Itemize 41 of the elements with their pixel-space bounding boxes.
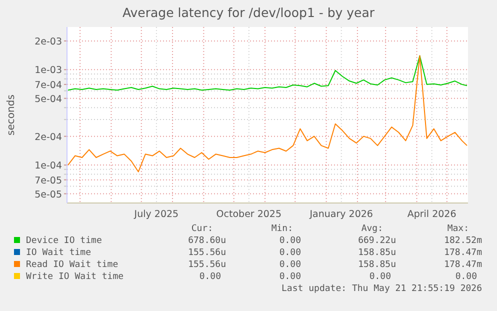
y-tick-label: 7e-04	[34, 80, 62, 91]
y-tick-label: 1e-03	[34, 65, 62, 76]
y-tick-label: 1e-04	[34, 160, 62, 172]
text: 158.85u	[358, 260, 396, 270]
y-tick-label: 7e-05	[34, 175, 62, 186]
y-axis-title: seconds	[6, 94, 17, 136]
text: Min:	[271, 224, 293, 234]
text: 155.56u	[188, 260, 226, 270]
line-series	[68, 55, 468, 91]
x-tick-label: July 2025	[133, 209, 179, 220]
text: 182.52m	[444, 236, 482, 246]
x-tick-label: January 2026	[308, 209, 373, 220]
y-tick-label: 5e-05	[34, 189, 62, 200]
text: 0.00	[279, 236, 301, 246]
text: 0.00	[279, 272, 301, 282]
text: 0.00	[455, 272, 477, 282]
text: Cur:	[191, 224, 213, 234]
text: 155.56u	[188, 248, 226, 258]
text: 0.00	[199, 272, 221, 282]
y-tick-label: 5e-04	[34, 94, 62, 105]
x-tick-label: October 2025	[216, 209, 282, 220]
text: 669.22u	[358, 236, 396, 246]
text: Max:	[447, 224, 469, 234]
text: 158.85u	[358, 248, 396, 258]
x-tick-label: April 2026	[407, 209, 456, 220]
legend-label: Write IO Wait time	[26, 272, 124, 282]
chart-title: Average latency for /dev/loop1 - by year	[122, 5, 376, 20]
text: 678.60u	[188, 236, 226, 246]
text: 0.00	[279, 248, 301, 258]
legend-label: Device IO time	[26, 236, 102, 246]
text: Avg:	[361, 224, 383, 234]
y-tick-label: 2e-03	[34, 36, 62, 48]
legend-label: IO Wait time	[26, 248, 92, 258]
text: 0.00	[279, 260, 301, 270]
text: 0.00	[369, 272, 391, 282]
text: 178.47m	[444, 248, 482, 258]
text: 178.47m	[444, 260, 482, 270]
line-series	[68, 55, 468, 172]
y-tick-label: 2e-04	[34, 132, 62, 143]
text: Last update: Thu May 21 21:55:19 2026	[282, 284, 482, 294]
legend-label: Read IO Wait time	[26, 260, 118, 270]
